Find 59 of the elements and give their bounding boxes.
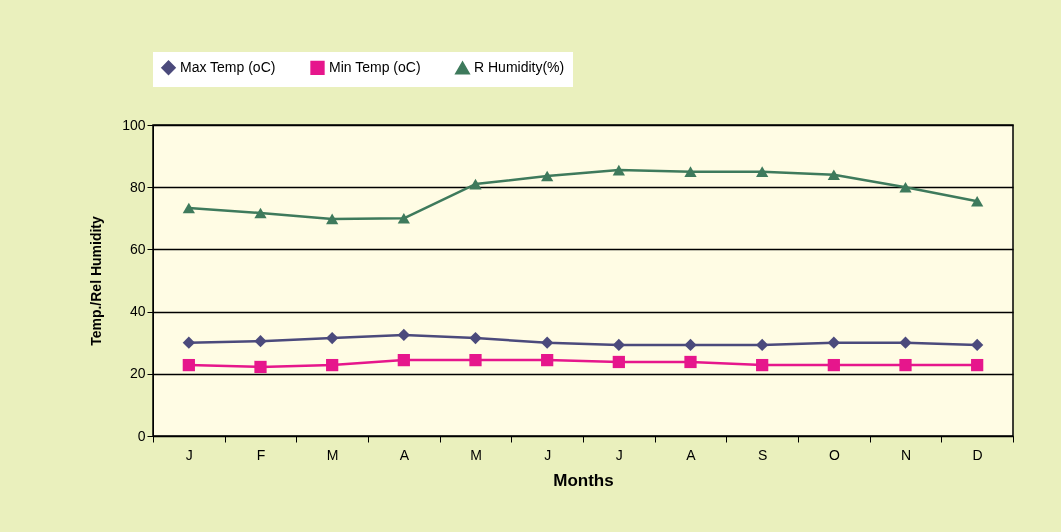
point [326,358,339,372]
y-tick-label: 100 [122,116,146,133]
point [612,355,625,369]
legend-label: Max Temp (oC) [180,58,276,75]
point [899,181,912,193]
x-tick-label: A [399,446,410,463]
point [326,331,339,345]
point [182,336,195,349]
point [971,195,984,207]
point [612,338,625,351]
x-tick-label: D [972,446,983,463]
point [541,353,554,367]
point [182,202,195,214]
point [541,336,554,349]
point [756,338,769,351]
point [899,336,912,349]
point [827,336,840,349]
y-tick-label: 80 [129,178,146,195]
x-tick-label: J [544,446,552,463]
point [254,207,267,219]
point [469,178,482,190]
legend-label: Min Temp (oC) [329,58,421,75]
point [469,331,482,345]
x-tick-label: M [326,446,339,463]
point [684,166,697,177]
point [397,213,410,224]
point [326,213,339,225]
point [182,358,195,372]
point [684,355,697,369]
point [254,335,267,348]
point [827,358,840,372]
x-tick-label: S [757,446,768,463]
x-tick-label: F [256,446,266,463]
y-axis-title: Temp./Rel Humidity [88,215,105,346]
x-tick-label: J [185,446,193,463]
point [899,358,912,372]
x-axis-title: Months [553,470,614,490]
point [971,338,984,351]
x-tick-label: N [900,446,912,463]
point [756,358,769,372]
y-tick-label: 0 [137,427,146,444]
point [827,169,840,181]
point [397,328,410,342]
x-tick-label: A [686,446,697,463]
legend-label: R Humidity(%) [474,59,565,76]
x-tick-label: O [828,446,840,463]
y-tick-label: 20 [129,365,146,382]
x-tick-label: M [470,446,482,463]
point [612,164,625,176]
y-tick-label: 60 [129,240,146,257]
point [756,166,769,177]
point [469,353,482,367]
point [541,170,554,182]
x-tick-label: J [615,446,623,463]
point [684,338,697,351]
point [397,353,410,367]
y-tick-label: 40 [129,303,146,320]
point [254,360,267,374]
point [971,358,984,372]
